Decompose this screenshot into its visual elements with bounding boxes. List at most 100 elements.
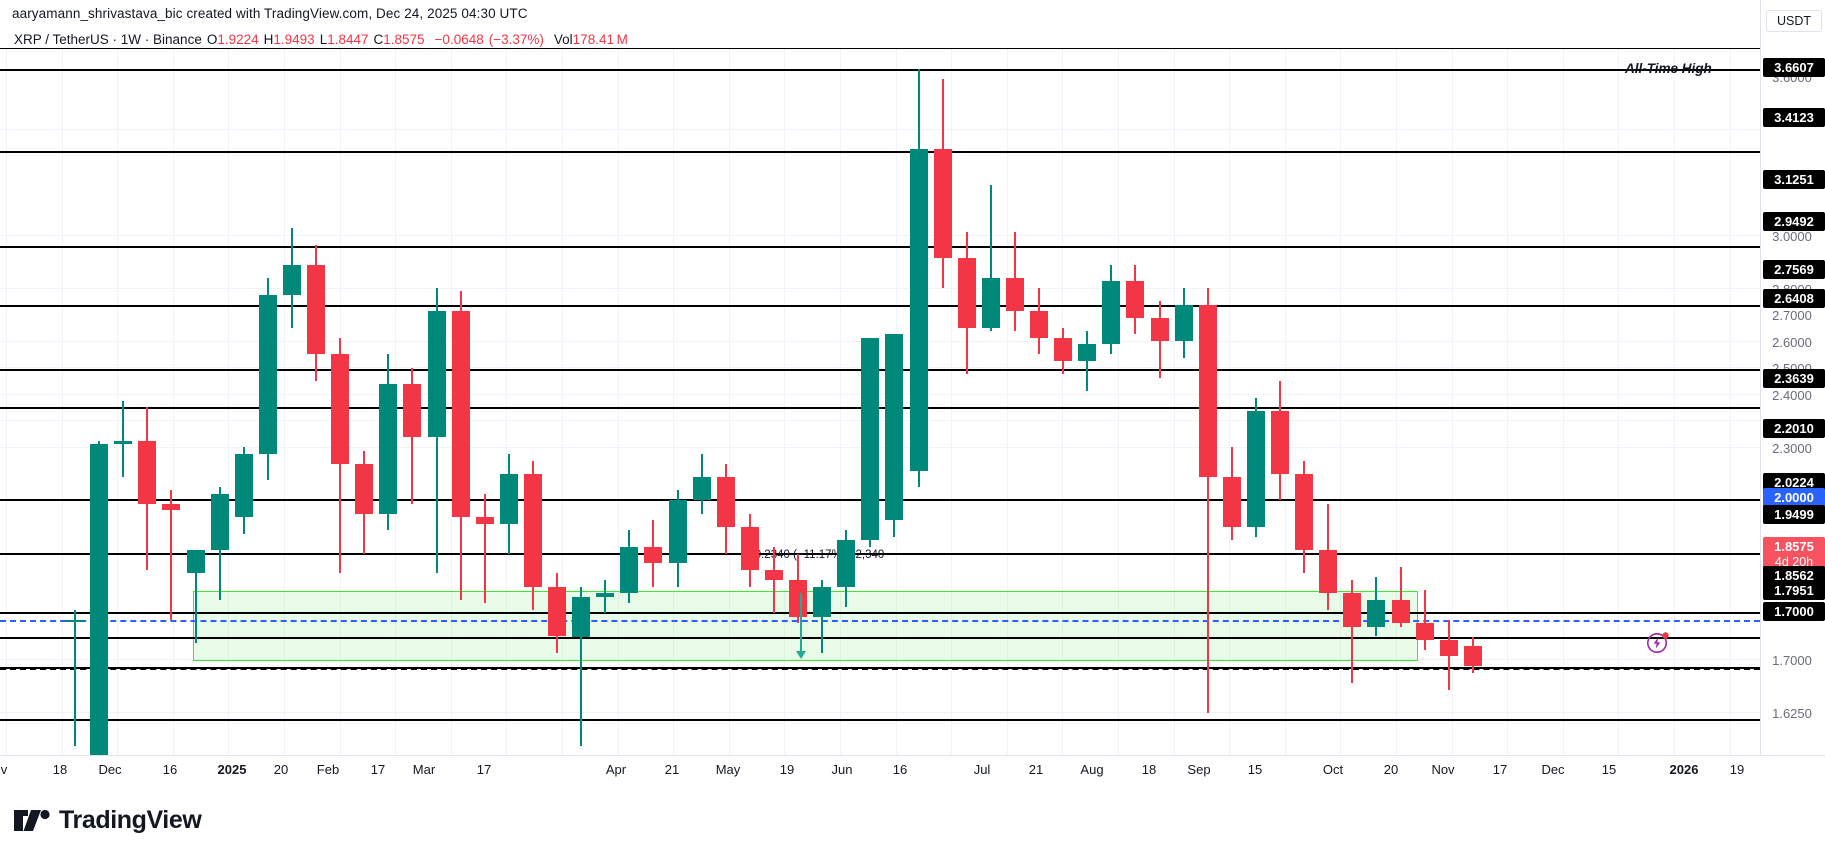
grid-line-vertical [617,49,619,755]
candle-body [114,440,133,444]
price-line-2-0000[interactable] [0,619,1760,622]
price-axis-tick: 2.6000 [1772,335,1812,350]
candle-body [861,337,880,541]
price-axis-badge[interactable]: 2.2010 [1763,419,1825,438]
legend-volume-value: 178.41 M [572,31,628,47]
price-level-line[interactable] [0,246,1760,249]
grid-line-vertical [728,49,730,755]
candle-body [1367,599,1386,627]
candle-body [1343,593,1362,627]
candle-body [740,526,759,571]
candle-wick [772,546,775,614]
price-axis-badge[interactable]: 1.8575 [1763,537,1825,556]
candle-body [427,311,446,438]
candle-body [596,593,615,597]
time-axis-tick: 18 [52,762,68,777]
price-axis-tick: 2.7000 [1772,308,1812,323]
candle-body [307,264,325,355]
candle-body [813,586,832,617]
candle-body [764,570,783,581]
price-scale[interactable]: USDT 3.60003.20003.00002.80002.70002.600… [1760,0,1825,755]
price-level-line[interactable] [0,612,1760,615]
price-level-line[interactable] [0,304,1760,307]
legend-low-value: 1.8447 [327,31,369,47]
price-line-dashed[interactable] [0,667,1760,670]
candle-wick [194,550,197,644]
time-axis-tick: 19 [1729,762,1745,777]
candle-body [837,540,856,587]
measurement-annotation: −0.2340 (−11.17%) −2,340 [748,549,885,561]
price-axis-badge[interactable]: 3.4123 [1763,108,1825,127]
legend-change-percent: (−3.37%) [488,31,544,47]
grid-line-horizontal [0,367,1760,368]
time-axis-tick: 17 [1492,762,1508,777]
price-axis-badge[interactable]: 2.7569 [1763,260,1825,279]
candle-body [1463,646,1482,667]
legend-symbol[interactable]: XRP / TetherUS · 1W · Binance [14,31,202,47]
grid-line-horizontal [0,420,1760,421]
grid-line-vertical [1062,49,1064,755]
price-axis-badge[interactable]: 1.7951 [1763,581,1825,600]
grid-line-vertical [1284,49,1286,755]
candle-body [1319,550,1338,594]
time-axis-tick: v [0,762,8,777]
price-axis-badge[interactable]: 1.9499 [1763,505,1825,524]
time-axis-tick: 16 [892,762,908,777]
candle-body [90,443,109,755]
price-level-line[interactable] [0,636,1760,639]
candle-body [258,294,277,454]
candle-body [234,453,253,517]
grid-line-vertical [228,49,230,755]
price-axis-badge[interactable]: 2.0224 [1763,473,1825,492]
grid-line-vertical [951,49,953,755]
candle-wick [1423,590,1426,650]
price-level-line[interactable] [0,68,1760,71]
candle-body [1271,410,1289,474]
candle-body [523,473,542,587]
price-axis-badge[interactable]: 3.6607 [1763,58,1825,77]
price-axis-badge[interactable]: 1.7000 [1763,602,1825,621]
time-axis-tick: Dec [1541,762,1565,777]
price-level-line[interactable] [0,407,1760,410]
grid-line-horizontal [0,394,1760,395]
price-level-line[interactable] [0,151,1760,154]
candle-wick [1399,566,1402,627]
price-level-line[interactable] [0,368,1760,371]
grid-line-vertical [117,49,119,755]
grid-line-vertical [1118,49,1119,755]
grid-line-vertical [506,49,508,755]
time-axis-tick: Nov [1431,762,1455,777]
candle-body [186,550,205,574]
time-axis-tick: 15 [1247,762,1263,777]
legend-volume-key: Vol [553,31,573,47]
price-level-line[interactable] [0,499,1760,502]
price-level-line[interactable] [0,553,1760,556]
price-axis-badge[interactable]: 2.6408 [1763,289,1825,308]
legend-close-value: 1.8575 [383,31,425,47]
price-level-line[interactable] [0,719,1760,722]
price-axis-badge[interactable]: 2.9492 [1763,212,1825,231]
price-axis-badge[interactable]: 3.1251 [1763,170,1825,189]
price-axis-tick: 1.7000 [1772,653,1812,668]
price-axis-badge[interactable]: 2.3639 [1763,369,1825,388]
candle-body [789,580,807,617]
candle-wick [1206,287,1209,713]
candle-body [620,546,639,594]
chart-plot-area[interactable]: All-Time High −0.2340 (−11.17%) −2,340 [0,48,1760,755]
candle-body [1150,317,1169,342]
grid-line-horizontal [0,288,1760,289]
candle-body [692,477,711,501]
candle-wick [74,609,76,747]
candle-wick [170,490,173,620]
price-scale-currency[interactable]: USDT [1766,10,1822,32]
price-axis-badge[interactable]: 2.0000 [1763,488,1825,507]
grid-line-vertical [784,49,786,755]
candle-body [1126,281,1145,318]
time-scale[interactable]: v 18 Dec 16 2025 20 Feb 17 Mar 17 Apr 21 May 19 Jun 16 J… [0,755,1825,793]
time-axis-tick: 21 [1028,762,1044,777]
price-axis-badge[interactable]: 1.8562 [1763,566,1825,585]
candle-body [1246,410,1265,527]
candle-body [403,384,422,438]
lightning-alert-icon[interactable] [1645,629,1671,660]
